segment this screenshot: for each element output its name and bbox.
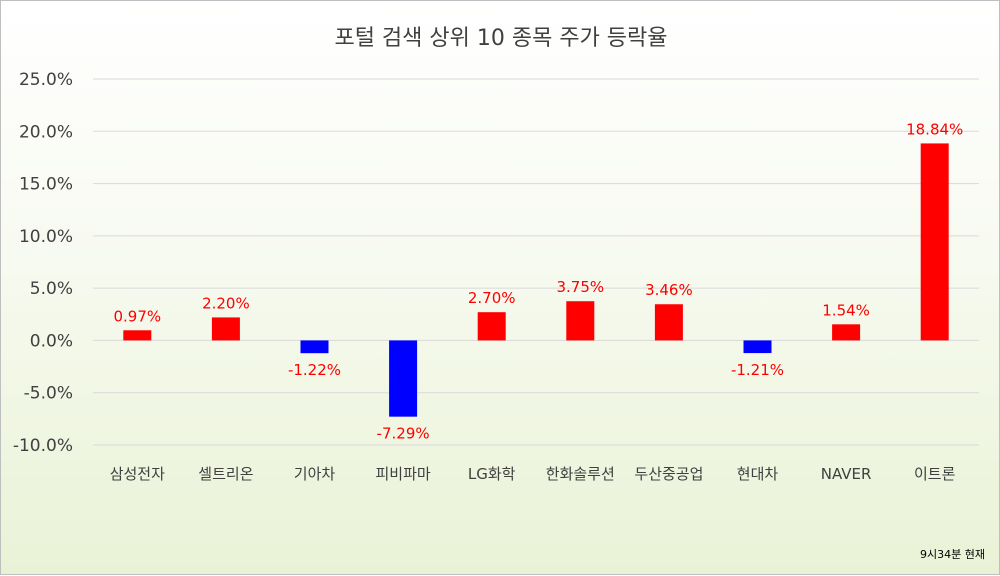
- data-label: 2.70%: [468, 289, 516, 307]
- bar: [654, 304, 683, 341]
- y-tick-label: -10.0%: [13, 436, 73, 456]
- y-tick-label: -5.0%: [24, 384, 73, 404]
- data-label: 0.97%: [113, 307, 161, 325]
- bar: [123, 330, 152, 341]
- x-tick-label: 두산중공업: [634, 465, 703, 483]
- data-label: -1.21%: [731, 361, 784, 379]
- x-tick-label: 현대차: [737, 465, 779, 483]
- y-tick-label: 0.0%: [30, 331, 73, 351]
- bar: [566, 301, 595, 341]
- bar: [300, 340, 329, 354]
- data-label: -1.22%: [288, 361, 341, 379]
- data-labels: 0.97% 2.20% -1.22% -7.29% 2.70% 3.75% 3.46% -1.…: [113, 120, 963, 442]
- data-label: 18.84%: [906, 120, 963, 138]
- x-tick-label: 피비파마: [375, 465, 430, 483]
- x-tick-label: 이트론: [914, 465, 956, 483]
- bar: [743, 340, 772, 354]
- y-axis-labels: 25.0% 20.0% 15.0% 10.0% 5.0% 0.0% -5.0% -10.0%: [13, 70, 73, 456]
- x-axis-labels: 삼성전자 셀트리온 기아차 피비파마 LG화학 한화솔루션 두산중공업 현대차 NAVER 이트론: [110, 465, 956, 483]
- y-tick-label: 25.0%: [19, 70, 73, 90]
- y-tick-label: 20.0%: [19, 122, 73, 142]
- time-note: 9시34분 현재: [920, 548, 985, 561]
- x-tick-label: 삼성전자: [110, 465, 165, 483]
- x-tick-label: 기아차: [294, 465, 336, 483]
- bar: [832, 324, 861, 341]
- y-tick-label: 15.0%: [19, 175, 73, 195]
- x-tick-label: LG화학: [468, 465, 516, 483]
- bar: [389, 340, 418, 417]
- data-label: -7.29%: [377, 425, 430, 443]
- grid-lines: [93, 78, 979, 446]
- data-label: 3.46%: [645, 281, 693, 299]
- data-label: 3.75%: [556, 278, 604, 296]
- bar: [920, 143, 949, 341]
- x-tick-label: 셀트리온: [198, 465, 253, 483]
- x-tick-label: 한화솔루션: [546, 465, 615, 483]
- data-label: 1.54%: [822, 301, 870, 319]
- bar: [477, 312, 506, 341]
- x-tick-label: NAVER: [821, 465, 872, 483]
- chart-title: 포털 검색 상위 10 종목 주가 등락율: [334, 26, 667, 51]
- y-tick-label: 5.0%: [30, 279, 73, 299]
- bars: [123, 143, 949, 417]
- data-label: 2.20%: [202, 294, 250, 312]
- bar: [211, 317, 240, 341]
- y-tick-label: 10.0%: [19, 227, 73, 247]
